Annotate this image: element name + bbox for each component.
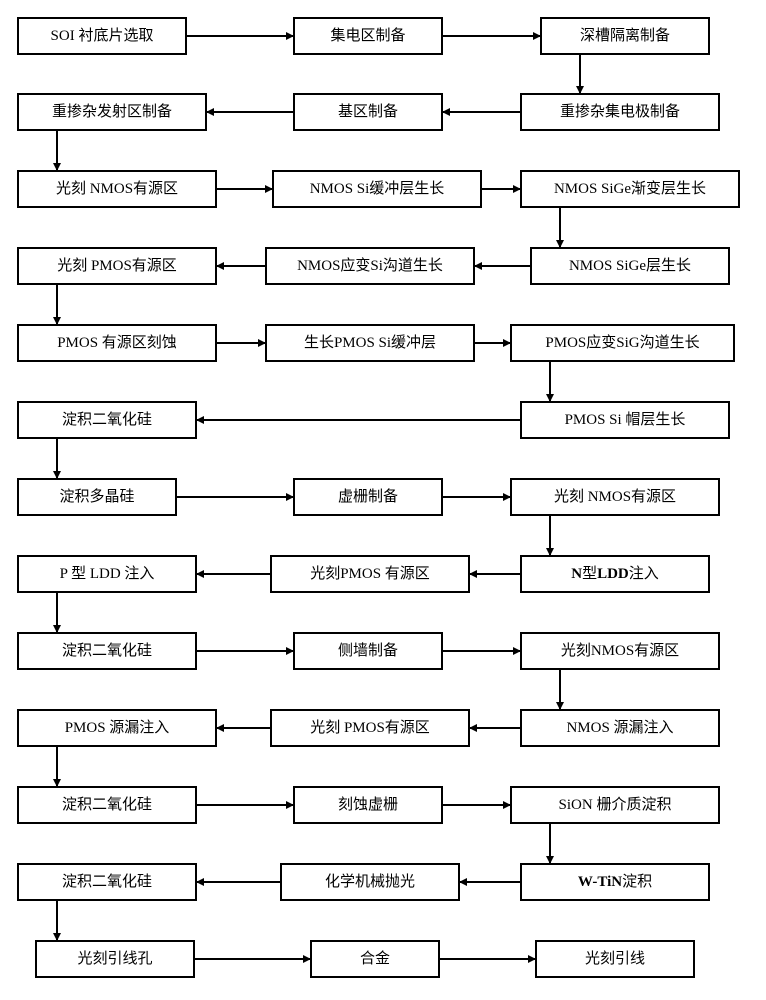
flow-node-n37: 光刻引线 <box>535 940 695 978</box>
flow-node-n13: 生长PMOS Si缓冲层 <box>265 324 475 362</box>
flow-node-n10: NMOS应变Si沟道生长 <box>265 247 475 285</box>
flow-node-n1: 集电区制备 <box>293 17 443 55</box>
flow-node-n16: PMOS Si 帽层生长 <box>520 401 730 439</box>
flow-node-n33: 化学机械抛光 <box>280 863 460 901</box>
flow-node-n0: SOI 衬底片选取 <box>17 17 187 55</box>
flow-node-n26: PMOS 源漏注入 <box>17 709 217 747</box>
flow-node-n21: 光刻PMOS 有源区 <box>270 555 470 593</box>
flow-node-n17: 淀积多晶硅 <box>17 478 177 516</box>
flow-node-n31: SiON 栅介质淀积 <box>510 786 720 824</box>
flow-node-n29: 淀积二氧化硅 <box>17 786 197 824</box>
flow-node-n14: PMOS应变SiG沟道生长 <box>510 324 735 362</box>
flow-node-n32: 淀积二氧化硅 <box>17 863 197 901</box>
flow-node-n35: 光刻引线孔 <box>35 940 195 978</box>
flow-node-n12: PMOS 有源区刻蚀 <box>17 324 217 362</box>
flow-node-n28: NMOS 源漏注入 <box>520 709 720 747</box>
flow-node-n9: 光刻 PMOS有源区 <box>17 247 217 285</box>
flow-node-n8: NMOS SiGe渐变层生长 <box>520 170 740 208</box>
flow-node-n11: NMOS SiGe层生长 <box>530 247 730 285</box>
flow-node-n3: 重掺杂发射区制备 <box>17 93 207 131</box>
flow-node-n20: P 型 LDD 注入 <box>17 555 197 593</box>
flow-node-n30: 刻蚀虚栅 <box>293 786 443 824</box>
flow-node-n7: NMOS Si缓冲层生长 <box>272 170 482 208</box>
flow-node-n15: 淀积二氧化硅 <box>17 401 197 439</box>
flow-node-n6: 光刻 NMOS有源区 <box>17 170 217 208</box>
flow-node-n5: 重掺杂集电极制备 <box>520 93 720 131</box>
flow-node-n18: 虚栅制备 <box>293 478 443 516</box>
flow-node-n36: 合金 <box>310 940 440 978</box>
flow-node-n27: 光刻 PMOS有源区 <box>270 709 470 747</box>
flow-node-n34: W-TiN 淀积 <box>520 863 710 901</box>
flow-node-n2: 深槽隔离制备 <box>540 17 710 55</box>
flow-node-n24: 侧墙制备 <box>293 632 443 670</box>
flow-node-n23: 淀积二氧化硅 <box>17 632 197 670</box>
flow-node-n22: N型LDD 注入 <box>520 555 710 593</box>
flow-node-n19: 光刻 NMOS有源区 <box>510 478 720 516</box>
flow-node-n25: 光刻NMOS有源区 <box>520 632 720 670</box>
flow-node-n4: 基区制备 <box>293 93 443 131</box>
flowchart-canvas: SOI 衬底片选取 集电区制备 深槽隔离制备重掺杂发射区制备 基区制备 重掺杂集电极制备… <box>0 0 766 1000</box>
